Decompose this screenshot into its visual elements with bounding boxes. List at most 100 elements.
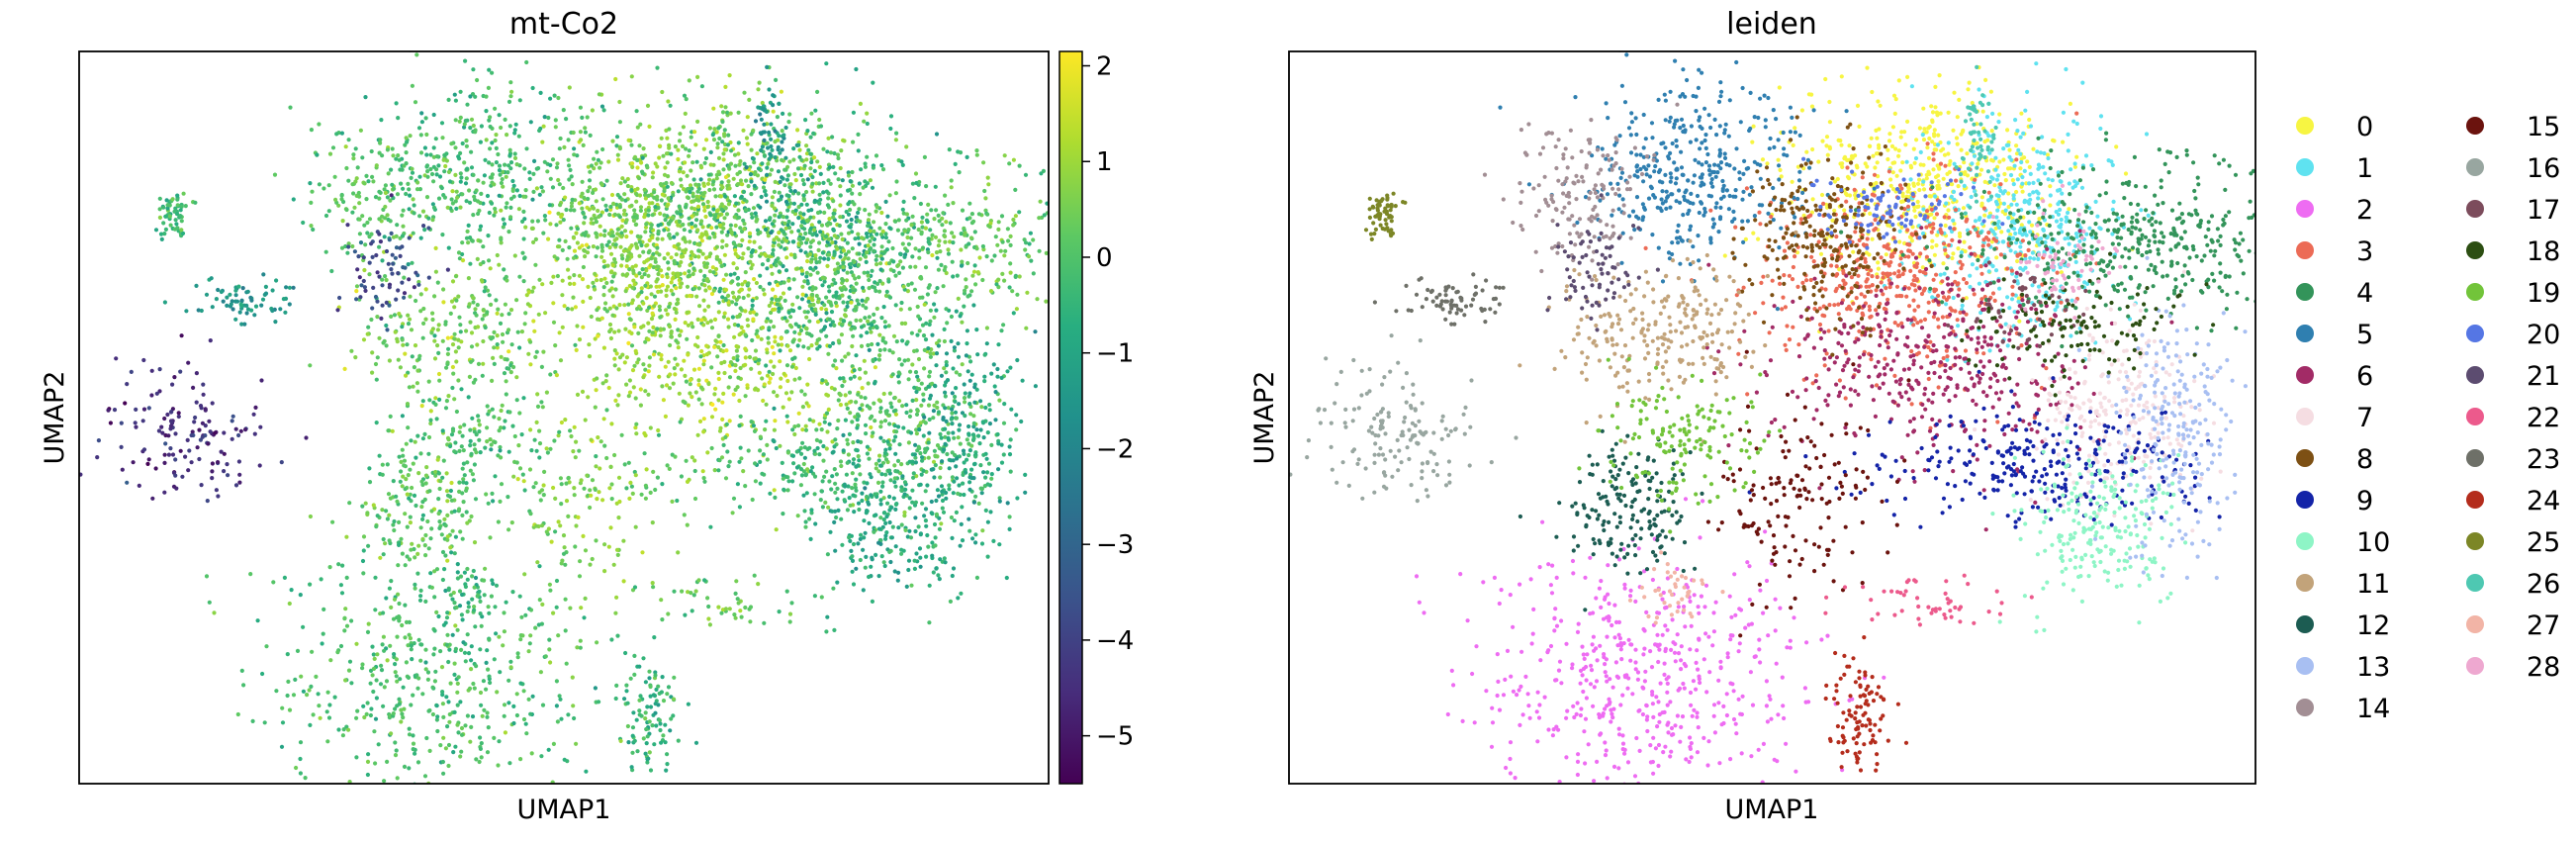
cell-point: [908, 409, 913, 414]
cell-point: [700, 469, 705, 474]
cell-point: [862, 119, 867, 124]
cell-point: [674, 220, 680, 225]
cell-point: [742, 197, 747, 202]
cell-point: [460, 251, 465, 257]
cell-point: [575, 240, 581, 245]
cell-point: [280, 705, 285, 710]
cell-point: [830, 474, 835, 479]
cell-point: [508, 166, 513, 171]
cell-point: [664, 288, 669, 293]
cell-point: [989, 472, 994, 477]
cell-point: [298, 771, 303, 776]
cell-point: [395, 634, 400, 639]
cell-point: [1053, 294, 1057, 298]
cell-point: [811, 302, 816, 308]
cell-point: [469, 330, 475, 335]
cell-point: [894, 179, 899, 184]
cell-point: [421, 321, 426, 326]
cell-point: [723, 287, 729, 292]
cell-point: [496, 763, 501, 768]
cell-point: [962, 492, 966, 498]
cell-point: [693, 182, 698, 187]
cell-point: [324, 709, 329, 714]
cell-point: [832, 234, 837, 238]
cell-point: [722, 311, 727, 316]
cell-point: [478, 228, 483, 233]
cell-point: [858, 472, 863, 477]
cell-point: [914, 551, 919, 556]
cell-point: [560, 278, 565, 283]
cell-point: [920, 245, 926, 250]
cell-point: [378, 682, 384, 687]
cell-point: [879, 210, 884, 216]
cell-point: [649, 317, 655, 322]
cell-point: [919, 403, 924, 408]
cell-point: [773, 213, 778, 218]
cell-point: [728, 161, 734, 166]
cell-point: [961, 472, 966, 477]
cell-point: [452, 509, 457, 514]
cell-point: [506, 701, 511, 705]
cell-point: [903, 487, 908, 492]
cell-point: [957, 483, 962, 488]
cell-point: [909, 583, 914, 588]
cell-point: [773, 495, 778, 500]
cell-point: [418, 594, 423, 599]
cell-point: [378, 141, 383, 145]
cell-point: [392, 518, 397, 524]
cell-point: [690, 206, 694, 211]
cell-point: [701, 323, 706, 328]
cell-point: [315, 152, 320, 157]
cell-point: [761, 398, 766, 404]
cell-point: [507, 152, 512, 157]
cell-point: [902, 254, 907, 259]
cell-point: [772, 351, 777, 356]
cell-point: [391, 479, 396, 484]
cell-point: [643, 193, 648, 198]
cell-point: [782, 487, 786, 492]
cell-point: [870, 599, 875, 605]
cell-point: [639, 275, 645, 280]
cell-point: [935, 488, 941, 493]
cell-point: [469, 165, 475, 170]
cell-point: [858, 536, 863, 542]
cell-point: [883, 536, 888, 541]
cell-point: [377, 244, 382, 249]
cell-point: [382, 235, 387, 239]
cell-point: [877, 453, 882, 458]
cell-point: [773, 179, 778, 184]
cell-point: [777, 190, 782, 195]
cell-point: [784, 319, 789, 324]
cell-point: [866, 273, 871, 278]
cell-point: [401, 224, 406, 229]
cell-point: [981, 247, 986, 252]
cell-point: [725, 110, 730, 115]
cell-point: [521, 689, 526, 694]
cell-point: [493, 206, 498, 212]
cell-point: [883, 457, 889, 462]
cell-point: [979, 541, 985, 546]
cell-point: [865, 250, 870, 255]
cell-point: [929, 467, 934, 472]
cell-point: [533, 625, 538, 630]
cell-point: [494, 160, 499, 165]
cell-point: [567, 275, 572, 280]
cell-point: [667, 234, 672, 238]
cell-point: [627, 390, 633, 395]
cell-point: [913, 264, 918, 269]
cell-point: [910, 500, 915, 505]
cell-point: [726, 385, 731, 390]
cell-point: [579, 138, 584, 142]
cell-point: [484, 94, 489, 99]
cell-point: [765, 457, 770, 462]
cell-point: [327, 151, 333, 156]
cell-point: [560, 325, 565, 329]
cell-point: [370, 644, 375, 649]
cell-point: [440, 136, 445, 141]
cell-point: [308, 181, 313, 186]
cell-point: [930, 252, 935, 258]
cell-point: [942, 366, 947, 371]
cell-point: [850, 191, 855, 196]
cell-point: [703, 214, 708, 220]
cell-point: [452, 336, 457, 341]
